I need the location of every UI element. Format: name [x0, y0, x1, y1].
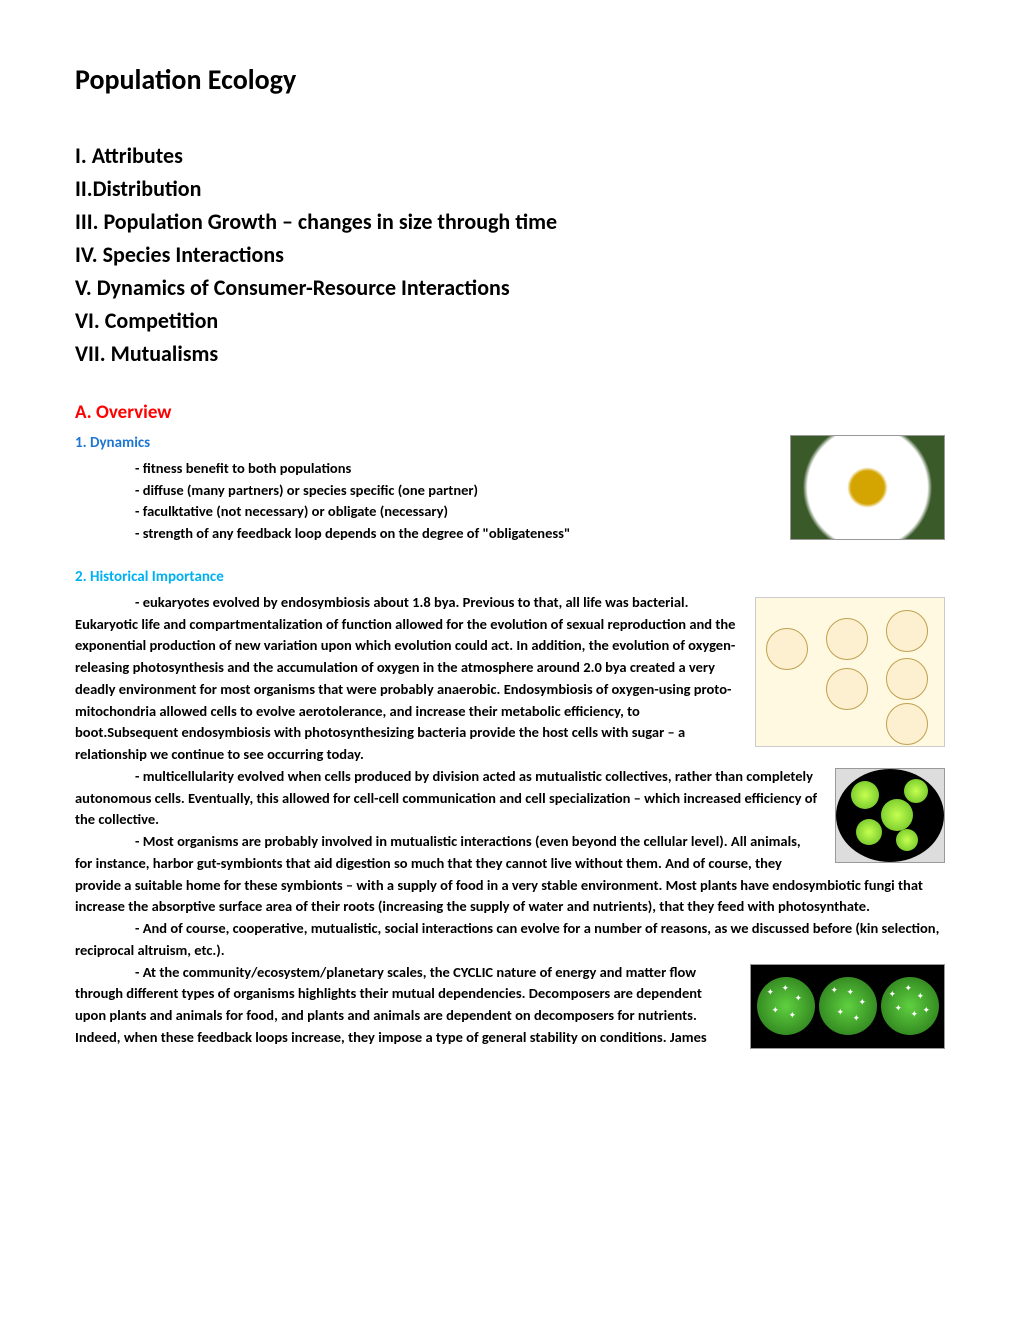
historical-para-2: - multicellularity evolved when cells pr…	[75, 766, 945, 831]
fluorescent-cells-image	[835, 768, 945, 863]
outline-item: VI. Competition	[75, 304, 945, 337]
outline-item: V. Dynamics of Consumer-Resource Interac…	[75, 271, 945, 304]
outline-list: I. Attributes II.Distribution III. Popul…	[75, 139, 945, 370]
circle-fig-3: ✦ ✦ ✦ ✦ ✦ ✦	[881, 977, 939, 1035]
historical-section: 2. Historical Importance - eukaryotes ev…	[75, 567, 945, 1049]
outline-item: III. Population Growth – changes in size…	[75, 205, 945, 238]
circle-fig-1: ✦ ✦ ✦ ✦ ✦	[757, 977, 815, 1035]
outline-item: IV. Species Interactions	[75, 238, 945, 271]
circle-fig-2: ✦ ✦ ✦ ✦ ✦	[819, 977, 877, 1035]
section-a-heading: A. Overview	[75, 400, 945, 427]
three-circles-figure: ✦ ✦ ✦ ✦ ✦ ✦ ✦ ✦ ✦ ✦ ✦ ✦ ✦ ✦ ✦ ✦	[750, 964, 945, 1049]
outline-item: I. Attributes	[75, 139, 945, 172]
flower-image	[790, 435, 945, 540]
dynamics-section: 1. Dynamics - fitness benefit to both po…	[75, 433, 945, 549]
endosymbiosis-diagram	[755, 597, 945, 747]
outline-item: II.Distribution	[75, 172, 945, 205]
page-title: Population Ecology	[75, 60, 945, 99]
outline-item: VII. Mutualisms	[75, 337, 945, 370]
historical-para-3: - Most organisms are probably involved i…	[75, 831, 945, 918]
historical-heading: 2. Historical Importance	[75, 567, 945, 588]
historical-para-4: - And of course, cooperative, mutualisti…	[75, 918, 945, 962]
